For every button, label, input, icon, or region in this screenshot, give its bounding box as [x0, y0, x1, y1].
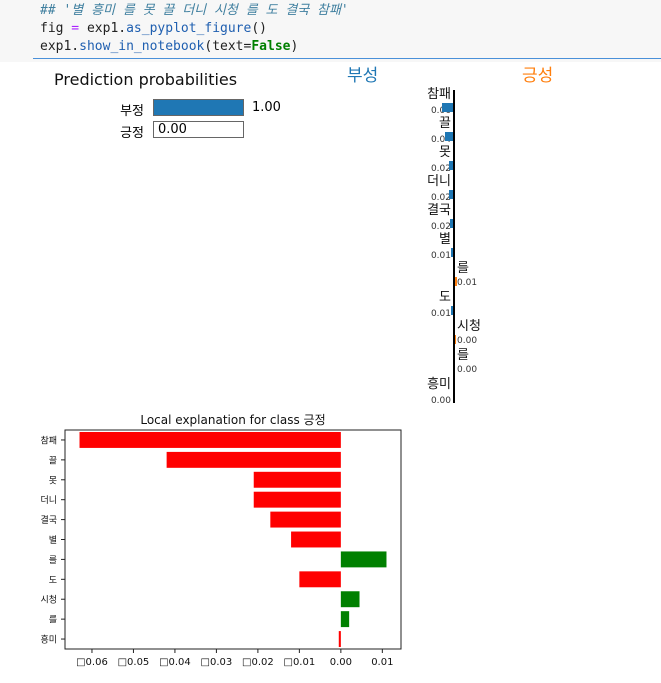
word-weight-value: 0.02: [430, 193, 451, 203]
word-label: 참패: [427, 87, 451, 102]
code-operator: =: [63, 21, 87, 36]
chart-bar: [340, 551, 387, 568]
prediction-value: 0.00: [158, 122, 187, 137]
code-cell[interactable]: ## '별 흥미 를 못 끌 더니 시청 를 도 결국 참패' fig = ex…: [0, 0, 661, 62]
chart-y-tick-label: 끌: [49, 455, 57, 466]
chart-x-tick-label: □0.01: [284, 657, 316, 668]
chart-x-tick-label: □0.05: [118, 657, 150, 668]
chart-x-tick-label: □0.03: [201, 657, 233, 668]
chart-bar: [340, 611, 350, 628]
word-weight-value: 0.01: [430, 309, 451, 319]
code-keyword: False: [251, 39, 291, 54]
word-weight-bar: [449, 190, 453, 199]
word-label: 도: [439, 290, 451, 305]
chart-y-tick-label: 를: [49, 615, 57, 626]
chart-bar: [253, 471, 341, 488]
word-weight-value: 0.01: [457, 278, 478, 288]
local-explanation-chart: Local explanation for class 긍정참패끌못더니결국별를…: [40, 413, 402, 668]
word-weight-value: 0.06: [431, 106, 451, 116]
chart-bar: [79, 431, 341, 448]
chart-bar: [340, 591, 360, 608]
chart-x-tick-label: □0.02: [242, 657, 274, 668]
chart-bar: [270, 511, 341, 528]
weight-axis-line: [453, 90, 455, 403]
word-weight-bar: [450, 248, 453, 257]
code-paren: (): [251, 21, 267, 36]
word-weight-bar: [449, 161, 453, 170]
prediction-row-negative: 부정 1.00: [100, 99, 300, 119]
chart-title: Local explanation for class 긍정: [140, 413, 325, 427]
word-weight-value: 0.02: [430, 222, 451, 232]
word-weight-bar: [445, 132, 453, 141]
chart-bar: [253, 491, 341, 508]
word-label: 를: [457, 348, 469, 363]
word-weight-value: 0.00: [457, 336, 478, 346]
word-weight-value: 0.00: [430, 396, 451, 406]
prediction-bar-fill: [154, 100, 243, 115]
chart-y-tick-label: 도: [49, 576, 57, 586]
word-label: 더니: [427, 174, 451, 189]
word-label: 결국: [427, 203, 451, 218]
word-label: 시청: [457, 319, 481, 334]
chart-y-tick-label: 참패: [40, 435, 57, 446]
chart-y-tick-label: 결국: [40, 515, 57, 526]
code-object: exp1.: [86, 21, 127, 36]
word-weight-bar: [455, 277, 457, 286]
word-weight-value: 0.00: [457, 365, 478, 375]
prediction-bar: [153, 121, 244, 138]
chart-bar: [166, 451, 341, 468]
prediction-label: 긍정: [120, 126, 144, 141]
code-editor[interactable]: ## '별 흥미 를 못 끌 더니 시청 를 도 결국 참패' fig = ex…: [40, 2, 349, 56]
chart-y-tick-label: 흥미: [40, 634, 57, 646]
chart-y-tick-label: 더니: [40, 495, 57, 506]
chart-y-tick-label: 별: [49, 535, 57, 546]
word-weight-value: 0.02: [430, 164, 451, 174]
word-weight-value: 0.04: [430, 135, 451, 145]
word-label: 흥미: [427, 377, 451, 392]
chart-x-tick-label: □0.06: [76, 657, 108, 668]
prediction-title: Prediction probabilities: [54, 70, 238, 89]
word-weight-bar: [441, 103, 453, 112]
word-weight-value: 0.01: [430, 251, 451, 261]
chart-x-tick-label: □0.04: [159, 657, 191, 668]
chart-bar: [299, 571, 341, 588]
chart-x-tick-label: 0.01: [371, 657, 393, 668]
code-comment: ## '별 흥미 를 못 끌 더니 시청 를 도 결국 참패': [40, 3, 349, 18]
chart-bar: [291, 531, 341, 548]
word-weight-bar: [449, 219, 453, 228]
chart-x-tick-label: 0.00: [330, 657, 352, 668]
prediction-value: 1.00: [252, 100, 281, 115]
code-object-2: exp1.: [40, 39, 80, 54]
negative-class-header: 부성: [347, 66, 379, 86]
chart-bar: [338, 631, 341, 648]
prediction-bar: [153, 99, 244, 116]
positive-class-header: 긍성: [522, 66, 554, 86]
code-function-2: show_in_notebook: [79, 39, 205, 54]
word-weight-bar: [451, 306, 453, 315]
word-label: 끌: [439, 116, 451, 131]
prediction-label: 부정: [120, 104, 144, 119]
code-function: as_pyplot_figure: [126, 21, 252, 36]
chart-y-tick-label: 시청: [40, 595, 57, 606]
code-var: fig: [40, 21, 64, 36]
word-label: 별: [439, 232, 451, 247]
word-label: 를: [457, 261, 469, 276]
word-weight-bar: [455, 335, 456, 344]
word-label: 못: [439, 145, 451, 160]
cell-divider: [33, 58, 661, 59]
chart-y-tick-label: 못: [49, 475, 57, 486]
code-arg: (text=: [204, 39, 252, 54]
chart-y-tick-label: 를: [49, 555, 57, 566]
code-paren-2: ): [290, 39, 299, 54]
prediction-row-positive: 긍정 0.00: [100, 121, 300, 141]
